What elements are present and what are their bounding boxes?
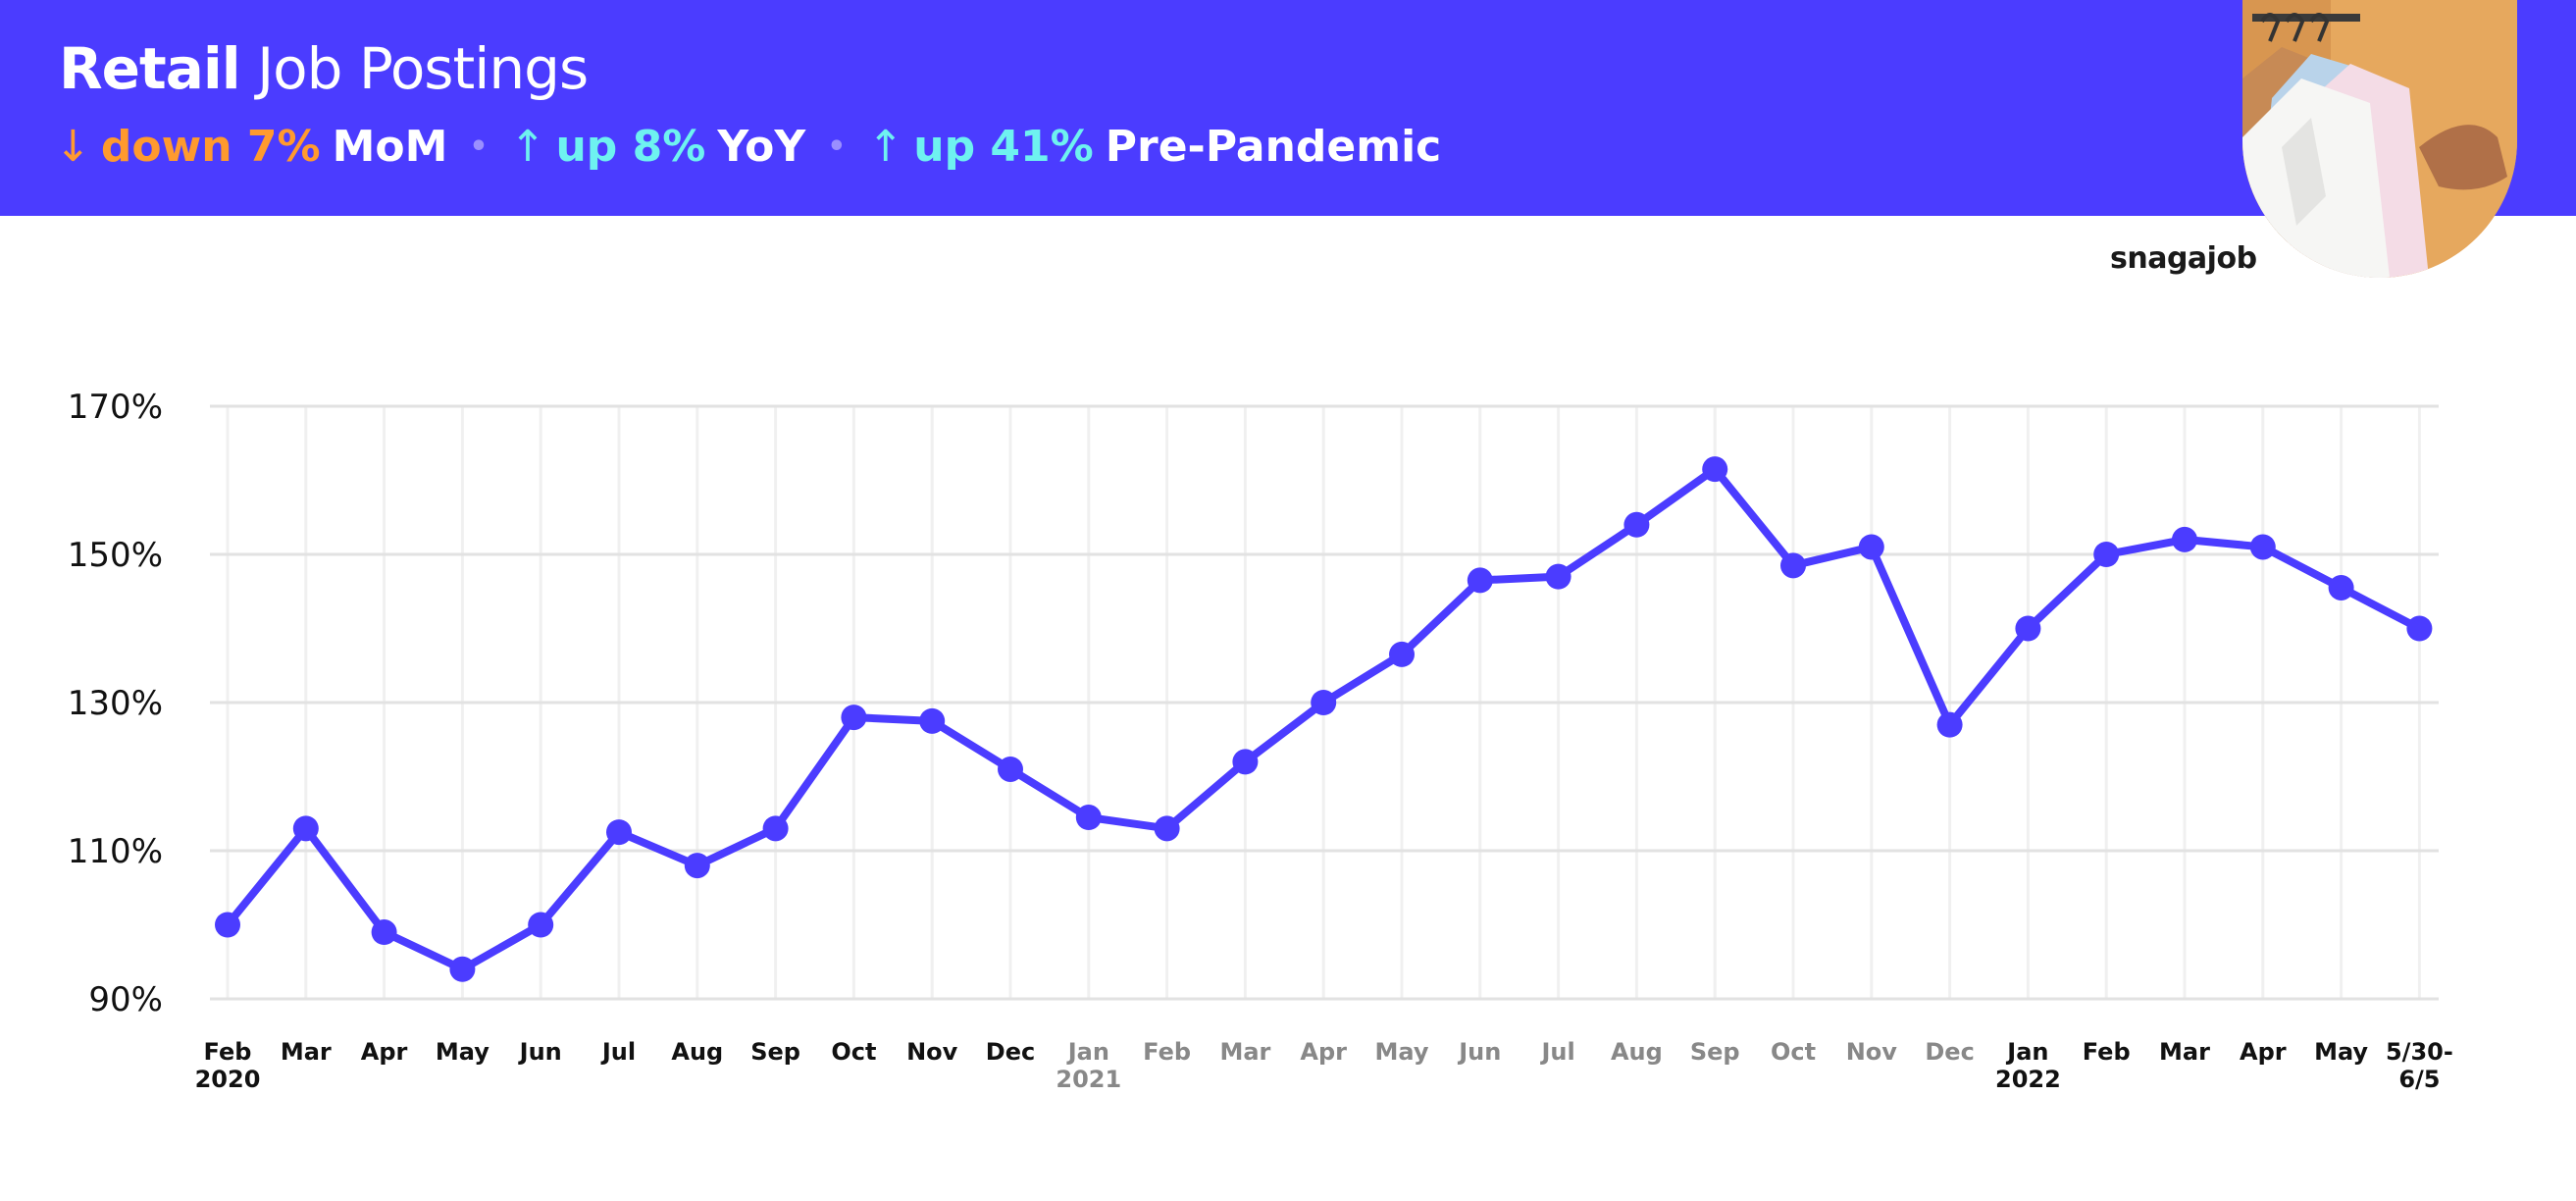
data-point (1467, 567, 1493, 594)
clothing-rack-illustration (2242, 0, 2517, 278)
data-point (1545, 563, 1571, 590)
y-tick-label: 110% (68, 832, 163, 871)
up-arrow-icon: ↑ (509, 122, 546, 172)
data-point (2328, 574, 2354, 600)
x-tick-label: Jul (600, 1038, 636, 1066)
x-tick-sublabel: 2022 (1995, 1066, 2061, 1093)
data-point (1075, 805, 1102, 831)
x-tick-label: Feb (1143, 1038, 1191, 1066)
data-point (2249, 534, 2276, 560)
x-tick-label: 5/30- (2386, 1038, 2453, 1066)
y-tick-label: 90% (88, 980, 163, 1019)
x-tick-label: Nov (906, 1038, 958, 1066)
data-points (215, 456, 2433, 982)
title-bold: Retail (59, 35, 241, 102)
data-point (2406, 615, 2433, 642)
data-point (762, 815, 789, 842)
x-tick-label: Mar (281, 1038, 332, 1066)
data-point (2093, 542, 2120, 567)
x-tick-label: Feb (204, 1038, 252, 1066)
x-tick-label: Aug (671, 1038, 723, 1066)
data-point (1154, 815, 1180, 842)
data-point (1311, 690, 1337, 715)
data-point (998, 756, 1023, 782)
data-point (292, 815, 319, 842)
x-tick-label: Apr (361, 1038, 408, 1066)
x-tick-label: May (2314, 1038, 2368, 1066)
mom-change: down 7% (100, 122, 321, 172)
x-tick-label: Dec (1925, 1038, 1974, 1066)
x-tick-label: Apr (1300, 1038, 1347, 1066)
y-tick-label: 170% (68, 388, 163, 427)
data-point (1232, 749, 1259, 775)
data-point (528, 912, 554, 938)
x-tick-label: Jul (1539, 1038, 1574, 1066)
data-point (684, 853, 710, 879)
data-point (919, 707, 946, 734)
data-point (1702, 456, 1728, 483)
pre-pandemic-label: Pre-Pandemic (1105, 122, 1442, 172)
horizontal-gridlines (210, 404, 2439, 1001)
x-tick-label: Jan (1066, 1038, 1109, 1066)
y-tick-label: 150% (68, 536, 163, 575)
data-point (2015, 615, 2041, 642)
x-tick-label: Sep (750, 1038, 800, 1066)
x-tick-label: Jun (518, 1038, 562, 1066)
clothing-rack-photo (2242, 0, 2517, 278)
y-axis-ticks: 170% 150% 130% 110% 90% (68, 388, 163, 1019)
pre-pandemic-change: up 41% (913, 122, 1094, 172)
data-point (371, 919, 397, 946)
x-tick-label: Jan (2005, 1038, 2048, 1066)
data-point (1389, 641, 1415, 667)
x-tick-label: Sep (1690, 1038, 1740, 1066)
x-tick-sublabel: 2021 (1056, 1066, 1121, 1093)
mom-label: MoM (332, 122, 448, 172)
data-point (1623, 511, 1650, 538)
x-tick-label: Mar (2159, 1038, 2210, 1066)
yoy-change: up 8% (555, 122, 706, 172)
data-point (1936, 711, 1963, 738)
data-point (215, 912, 240, 938)
x-tick-label: Nov (1846, 1038, 1898, 1066)
x-tick-label: Mar (1219, 1038, 1270, 1066)
page-title: Retail Job Postings (59, 35, 589, 102)
x-tick-sublabel: 6/5 (2398, 1066, 2440, 1093)
data-point (841, 705, 867, 731)
data-point (449, 956, 476, 982)
separator-dot: • (469, 130, 489, 164)
data-point (1858, 534, 1884, 560)
x-tick-label: Jun (1457, 1038, 1501, 1066)
x-tick-sublabel: 2020 (195, 1066, 261, 1093)
y-tick-label: 130% (68, 684, 163, 723)
x-tick-label: Aug (1611, 1038, 1663, 1066)
x-tick-label: Feb (2083, 1038, 2131, 1066)
x-tick-label: Oct (831, 1038, 876, 1066)
up-arrow-icon: ↑ (867, 122, 904, 172)
separator-dot: • (827, 130, 847, 164)
data-point (1780, 552, 1806, 579)
data-point (2172, 526, 2197, 552)
snagajob-logo: snagajob (2110, 241, 2257, 276)
x-tick-label: May (436, 1038, 489, 1066)
x-tick-label: Apr (2240, 1038, 2287, 1066)
down-arrow-icon: ↓ (55, 122, 91, 172)
x-tick-label: May (1375, 1038, 1429, 1066)
x-tick-label: Dec (986, 1038, 1035, 1066)
yoy-label: YoY (717, 122, 806, 172)
header-banner: Retail Job Postings ↓ down 7% MoM • ↑ up… (0, 0, 2576, 216)
x-tick-label: Oct (1771, 1038, 1816, 1066)
data-point (606, 819, 632, 846)
stats-row: ↓ down 7% MoM • ↑ up 8% YoY • ↑ up 41% P… (55, 122, 1441, 172)
title-rest: Job Postings (257, 35, 589, 102)
